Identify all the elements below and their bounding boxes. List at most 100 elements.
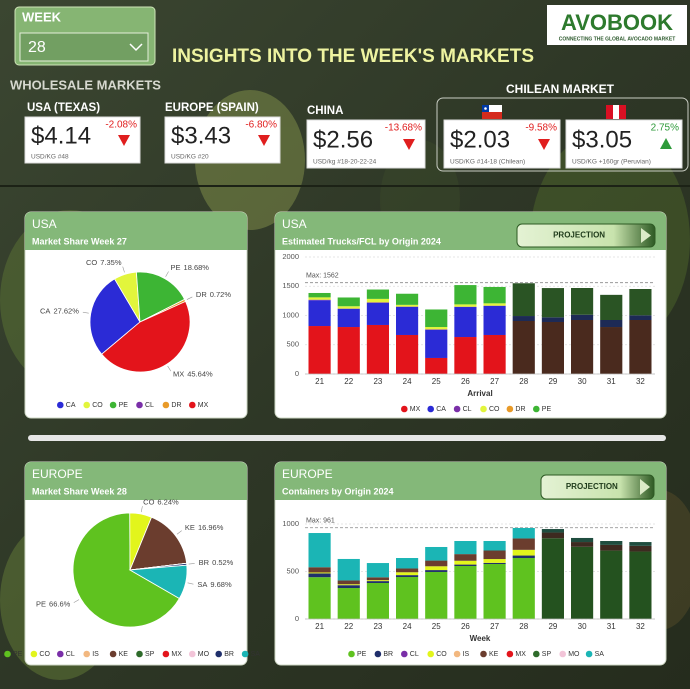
bar-segment bbox=[571, 320, 594, 374]
leader-line bbox=[122, 266, 125, 273]
slice-value: 66.6% bbox=[49, 600, 71, 609]
legend-item: MX bbox=[162, 650, 182, 658]
legend-item: CO bbox=[83, 401, 103, 409]
bar-segment bbox=[337, 588, 360, 619]
button-arrow[interactable] bbox=[641, 228, 651, 243]
legend-label: MX bbox=[171, 651, 182, 658]
market-card: EUROPE (SPAIN) $3.43 -6.80% USD/KG #20 bbox=[164, 102, 281, 164]
button-arrow[interactable] bbox=[640, 479, 650, 495]
arrow-down bbox=[403, 139, 415, 150]
x-tick-label: 25 bbox=[432, 377, 441, 386]
legend-item: MO bbox=[189, 650, 210, 658]
slice-category: KE bbox=[185, 523, 195, 532]
bar-segment bbox=[483, 334, 506, 374]
button-label[interactable]: PROJECTION bbox=[553, 231, 605, 240]
bar-segment bbox=[629, 551, 652, 619]
flag-white bbox=[482, 105, 502, 112]
slice-label: CO 7.35% bbox=[86, 258, 122, 267]
legend-swatch bbox=[401, 650, 408, 658]
scrollbar bbox=[28, 435, 666, 441]
x-tick-label: 31 bbox=[607, 377, 616, 386]
bar-segment bbox=[337, 580, 360, 585]
legend-label: MX bbox=[410, 406, 421, 413]
market-unit: USD/KG #48 bbox=[31, 154, 69, 161]
card-header bbox=[25, 462, 247, 500]
leader-line bbox=[176, 530, 182, 535]
x-tick-label: 24 bbox=[403, 377, 412, 386]
projection-button[interactable]: PROJECTION bbox=[540, 474, 655, 500]
slice-category: CO bbox=[86, 258, 97, 267]
dropdown-box[interactable] bbox=[19, 32, 149, 62]
flag-star bbox=[484, 107, 487, 110]
bar-segment bbox=[366, 289, 389, 299]
market-price: $4.14 bbox=[31, 123, 91, 150]
legend-swatch bbox=[480, 650, 487, 658]
legend-swatch bbox=[348, 650, 355, 658]
bar-segment bbox=[454, 285, 477, 305]
market-price: $3.43 bbox=[171, 123, 231, 150]
bar-segment bbox=[425, 546, 448, 561]
button-label[interactable]: PROJECTION bbox=[566, 482, 618, 491]
x-tick-label: 24 bbox=[403, 622, 412, 631]
dropdown-chevron[interactable] bbox=[129, 43, 143, 52]
bar-segment bbox=[337, 327, 360, 374]
bar-segment bbox=[600, 544, 623, 551]
slice-value: 9.68% bbox=[210, 580, 232, 589]
bar-segment bbox=[425, 566, 448, 571]
bar-segment bbox=[483, 550, 506, 560]
slice-category: CA bbox=[40, 307, 50, 316]
slice-value: 18.68% bbox=[184, 263, 210, 272]
bar-segment bbox=[454, 304, 477, 307]
bar-segment bbox=[396, 304, 419, 307]
bar-segment bbox=[454, 564, 477, 566]
legend-label: MX bbox=[515, 651, 526, 658]
bar-segment bbox=[425, 329, 448, 330]
bar-segment bbox=[425, 327, 448, 330]
legend-label: CL bbox=[66, 651, 75, 658]
market-card: CHINA $2.56 -13.68% USD/kg #18-20-22-24 bbox=[306, 105, 426, 169]
max-label: Max: 1562 bbox=[306, 272, 339, 279]
bar-segment bbox=[308, 299, 331, 301]
legend-item: CO bbox=[427, 650, 447, 658]
y-tick-label: 0 bbox=[295, 614, 299, 623]
button-body[interactable] bbox=[540, 474, 655, 500]
legend-label: CA bbox=[436, 406, 446, 413]
legend-label: CL bbox=[410, 651, 419, 658]
slice-label: SA 9.68% bbox=[197, 580, 232, 589]
legend-label: CO bbox=[436, 651, 447, 658]
leader-line bbox=[186, 296, 193, 300]
bar-segment bbox=[483, 563, 506, 619]
slice-value: 0.52% bbox=[212, 558, 234, 567]
legend-swatch bbox=[109, 650, 117, 658]
legend-label: CL bbox=[145, 402, 154, 409]
bar-segment bbox=[425, 329, 448, 358]
y-tick-label: 500 bbox=[286, 566, 299, 575]
legend-swatch bbox=[162, 401, 170, 409]
projection-button[interactable]: PROJECTION bbox=[516, 223, 656, 248]
legend-item: SA bbox=[241, 650, 260, 658]
flag-white bbox=[613, 105, 619, 119]
market-price: $3.05 bbox=[572, 126, 632, 153]
card-section: USA bbox=[32, 217, 57, 231]
bar-segment bbox=[366, 563, 389, 578]
legend-label: PE bbox=[542, 406, 552, 413]
market-change: -6.80% bbox=[245, 120, 277, 131]
week-value[interactable]: 28 bbox=[28, 39, 46, 56]
legend-item: DR bbox=[506, 405, 526, 413]
market-unit: USD/KG #14-18 (Chilean) bbox=[450, 159, 525, 166]
chilean-label: CHILEAN MARKET bbox=[506, 82, 615, 96]
x-tick-label: 29 bbox=[548, 622, 557, 631]
leader-line bbox=[188, 563, 195, 565]
week-dropdown[interactable]: 28 bbox=[19, 32, 149, 62]
arrow-down bbox=[538, 139, 550, 150]
chart-title: Estimated Trucks/FCL by Origin 2024 bbox=[282, 236, 441, 246]
flag-red bbox=[482, 112, 502, 119]
bar-segment bbox=[629, 542, 652, 546]
legend-swatch bbox=[215, 650, 222, 658]
market-price: $2.56 bbox=[313, 126, 373, 153]
bar-segment bbox=[483, 303, 506, 306]
button-body[interactable] bbox=[516, 223, 656, 248]
bar-segment bbox=[308, 292, 331, 298]
bar-segment bbox=[366, 324, 389, 374]
